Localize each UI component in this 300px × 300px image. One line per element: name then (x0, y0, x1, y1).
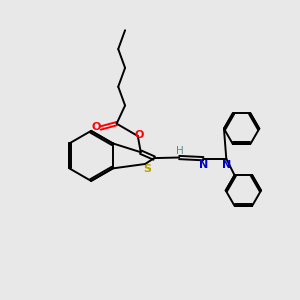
Text: N: N (222, 160, 232, 170)
Text: H: H (176, 146, 184, 156)
Text: O: O (134, 130, 144, 140)
Text: S: S (143, 164, 151, 174)
Text: N: N (199, 160, 208, 170)
Text: O: O (91, 122, 100, 133)
